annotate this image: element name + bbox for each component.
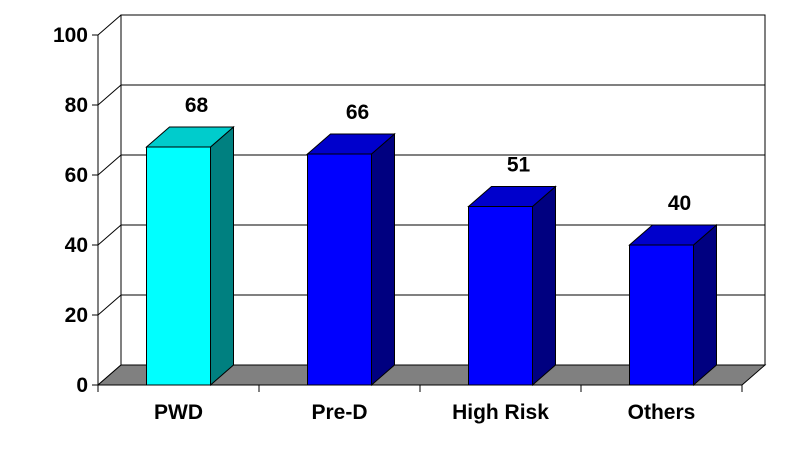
bar-others — [628, 223, 718, 387]
data-label-1: 66 — [346, 101, 369, 124]
category-labels: PWD Pre-D High Risk Others — [154, 401, 695, 424]
bar-side-face — [532, 185, 556, 387]
category-label-0: PWD — [154, 401, 203, 424]
side-gridline-40 — [97, 224, 122, 246]
y-tick-labels: 0 20 40 60 80 100 — [53, 24, 88, 397]
side-gridline-60 — [97, 154, 122, 176]
y-tick-label-60: 60 — [65, 164, 88, 187]
data-label-3: 40 — [668, 192, 691, 215]
bar-front-face — [629, 244, 694, 386]
y-tick-label-80: 80 — [65, 94, 88, 117]
side-gridline-100 — [97, 14, 122, 36]
data-labels: 68 66 51 40 — [185, 94, 691, 215]
y-tick-label-40: 40 — [65, 234, 88, 257]
y-tick-label-100: 100 — [53, 24, 88, 47]
bar-pwd — [145, 125, 235, 387]
bar-front-face — [468, 206, 533, 386]
bar-high-risk — [467, 185, 557, 387]
bar-front-face — [146, 146, 211, 386]
y-tick-label-20: 20 — [65, 304, 88, 327]
bar-side-face — [210, 125, 234, 387]
category-label-2: High Risk — [452, 401, 549, 424]
category-label-3: Others — [628, 401, 696, 424]
bar-side-face — [693, 223, 717, 387]
bar-side-face — [371, 132, 395, 387]
data-label-0: 68 — [185, 94, 209, 117]
side-gridline-20 — [97, 294, 122, 316]
y-tick-label-0: 0 — [76, 374, 88, 397]
bar-pre-d — [306, 132, 396, 387]
side-gridline-80 — [97, 84, 122, 106]
data-label-2: 51 — [507, 154, 531, 177]
category-label-1: Pre-D — [311, 401, 367, 424]
bars — [145, 125, 718, 387]
bar-front-face — [307, 153, 372, 386]
